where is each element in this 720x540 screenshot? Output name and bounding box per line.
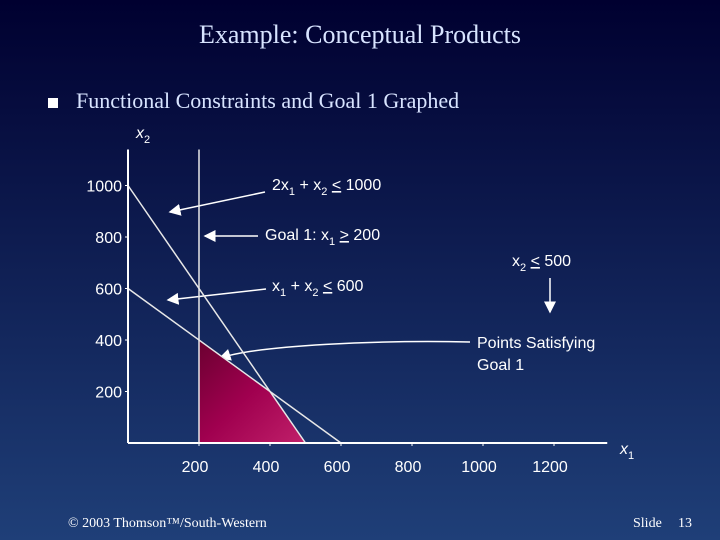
text-part: Goal 1: [477, 357, 524, 374]
constraint-line: [127, 287, 342, 444]
annotation: x2 < 500: [512, 253, 571, 274]
text-part: 2: [312, 287, 318, 299]
x-tick-label: 1200: [532, 459, 568, 476]
text-part: Points Satisfying: [477, 335, 595, 352]
text-part: <: [332, 177, 341, 194]
text-part: 200: [349, 227, 380, 244]
text-part: 500: [540, 253, 571, 270]
slide-label: Slide: [633, 516, 662, 531]
annotation: Points Satisfying: [477, 335, 595, 352]
constraint-line: [127, 185, 307, 444]
text-part: Goal 1: x: [265, 227, 329, 244]
x-axis-label: x1: [619, 441, 634, 462]
text-part: 600: [332, 278, 363, 295]
text-part: >: [340, 227, 349, 244]
annotation: Goal 1: [477, 357, 524, 374]
arrow: [218, 340, 471, 361]
text-part: x: [272, 278, 280, 295]
annotation: Goal 1: x1 > 200: [265, 227, 380, 248]
y-tick-label: 1000: [86, 179, 122, 196]
x-tick-label: 800: [395, 459, 422, 476]
footer: © 2003 Thomson™/South-Western: [68, 516, 267, 531]
text-part: <: [531, 253, 540, 270]
y-tick-label: 400: [95, 333, 122, 350]
arrow: [168, 191, 266, 216]
text-part: 1: [329, 236, 335, 248]
text-part: + x: [295, 177, 321, 194]
text-part: x: [135, 125, 145, 142]
y-axis-label: x2: [135, 125, 150, 146]
x-tick-label: 1000: [461, 459, 497, 476]
title: Example: Conceptual Products: [199, 20, 521, 49]
text-part: 2x: [272, 177, 289, 194]
text-part: 1: [628, 450, 634, 462]
slide-number: 13: [678, 516, 692, 531]
text-part: 1000: [341, 177, 381, 194]
text-part: <: [323, 278, 332, 295]
annotation: x1 + x2 < 600: [272, 278, 364, 299]
text-part: 1: [289, 186, 295, 198]
text-part: x: [619, 441, 629, 458]
text-part: + x: [286, 278, 312, 295]
annotation: 2x1 + x2 < 1000: [272, 177, 381, 198]
text-part: 1: [280, 287, 286, 299]
plot: 200 400 600 800 1000 12002004006008001000x1x2…: [86, 125, 634, 476]
text-part: x: [512, 253, 520, 270]
text-part: 2: [144, 134, 150, 146]
x-tick-label: 400: [253, 459, 280, 476]
y-tick-label: 200: [95, 385, 122, 402]
bullet-text: Functional Constraints and Goal 1 Graphe…: [76, 88, 459, 113]
text-part: 2: [321, 186, 327, 198]
y-tick-label: 800: [95, 230, 122, 247]
x-tick-label: 200: [182, 459, 209, 476]
arrow: [166, 288, 267, 305]
text-part: 2: [520, 262, 526, 274]
bullet-icon: [48, 98, 58, 108]
y-tick-label: 600: [95, 282, 122, 299]
x-tick-label: 600: [324, 459, 351, 476]
